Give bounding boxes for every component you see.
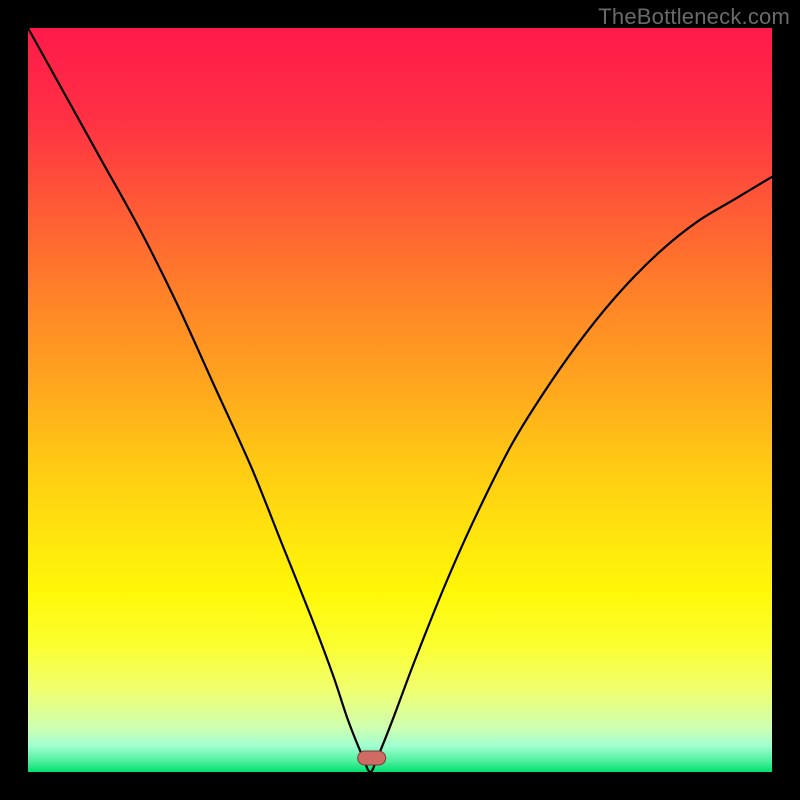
plot-background xyxy=(28,28,772,772)
bottleneck-chart xyxy=(0,0,800,800)
chart-container: TheBottleneck.com xyxy=(0,0,800,800)
watermark-text: TheBottleneck.com xyxy=(598,4,790,30)
optimal-marker xyxy=(358,751,386,765)
